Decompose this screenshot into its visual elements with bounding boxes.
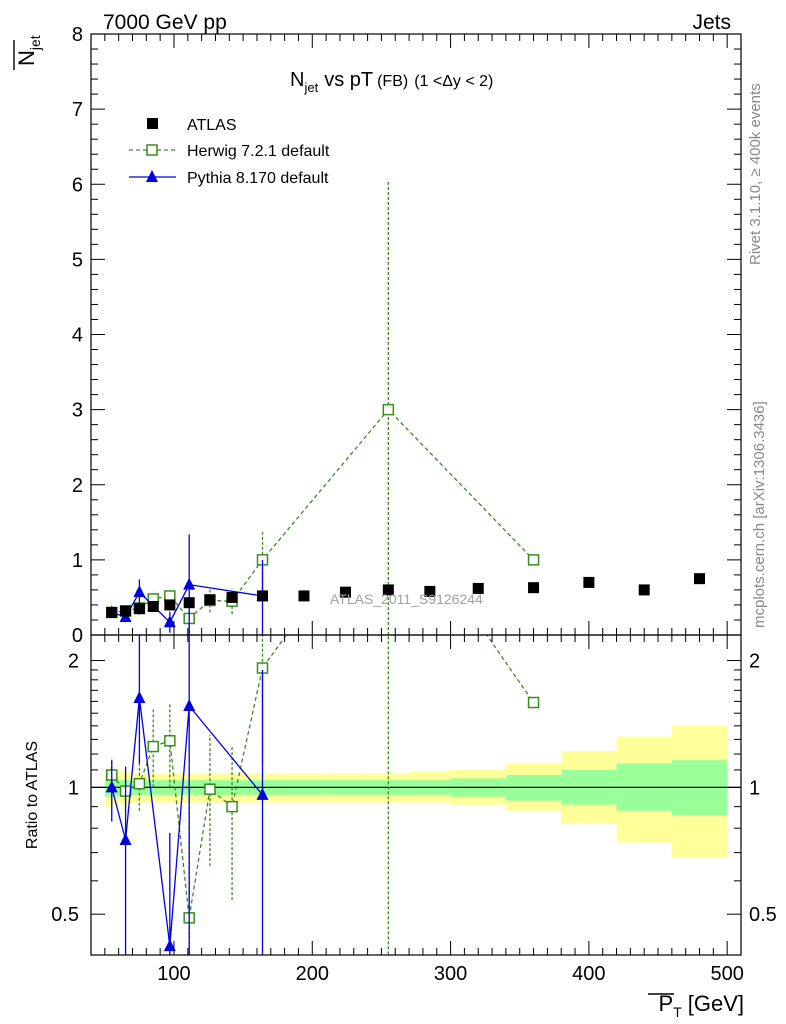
ratio-plot-area <box>91 635 741 955</box>
legend-label-pythia: Pythia 8.170 default <box>187 170 329 187</box>
legend-label-herwig: Herwig 7.2.1 default <box>187 143 330 160</box>
atlas-point <box>424 585 436 597</box>
atlas-point <box>298 590 310 602</box>
ratio-herwig-line <box>111 635 535 918</box>
ratio-herwig-point <box>527 696 540 709</box>
main-y-tick-label: 0 <box>72 625 83 647</box>
atlas-point <box>638 584 650 596</box>
ratio-pythia-line <box>111 697 263 947</box>
svg-text:PT[GeV]: PT [GeV] <box>659 991 745 1020</box>
ratio-y-tick-label-left: 1 <box>68 777 79 799</box>
ratio-y-axis: 0.5 0.5 1 1 2 2 <box>51 651 777 927</box>
pythia-point <box>183 577 196 590</box>
ratio-herwig-point <box>204 783 216 795</box>
x-tick-label: 200 <box>296 963 329 985</box>
analysis-watermark: ATLAS_2011_S9126244 <box>330 591 483 607</box>
legend-entry-herwig: Herwig 7.2.1 default <box>129 143 330 160</box>
main-y-tick-label: 4 <box>72 325 83 347</box>
title-tag: (FB) <box>377 73 408 90</box>
ratio-y-tick-label-right: 0.5 <box>749 904 777 926</box>
x-tick-label: 100 <box>157 963 190 985</box>
atlas-point <box>694 573 706 585</box>
pythia-point <box>163 615 176 628</box>
energy-label: 7000 GeV pp <box>103 11 227 34</box>
title-main-sub: jet <box>303 80 318 95</box>
main-plot-area <box>105 179 706 635</box>
atlas-point <box>106 606 118 618</box>
herwig-point <box>382 403 395 416</box>
legend: ATLAS Herwig 7.2.1 default Pythia 8.170 … <box>129 117 330 187</box>
ratio-pythia-point <box>256 787 269 800</box>
legend-marker-atlas <box>147 118 158 129</box>
ratio-y-tick-label-right: 2 <box>749 651 760 673</box>
main-y-axis: 0 1 2 3 4 5 6 7 8 <box>72 24 741 647</box>
chart-title: Njet vs pT (FB) (1 <Δy < 2) <box>290 69 493 95</box>
ratio-y-label: Ratio to ATLAS <box>24 741 41 849</box>
ratio-herwig-point <box>226 800 238 813</box>
x-tick-label: 300 <box>434 963 467 985</box>
title-range: (1 <Δy < 2) <box>414 73 493 90</box>
main-y-tick-label: 8 <box>72 24 83 46</box>
atlas-point <box>183 597 195 609</box>
main-y-tick-label: 3 <box>72 400 83 422</box>
ratio-y-tick-label-left: 2 <box>68 651 79 673</box>
ratio-pythia-point <box>163 939 176 952</box>
legend-label-atlas: ATLAS <box>187 117 237 134</box>
ratio-frame <box>90 634 742 956</box>
atlas-point <box>382 584 394 596</box>
main-y-tick-label: 6 <box>72 174 83 196</box>
atlas-point <box>133 603 145 615</box>
atlas-point <box>164 599 176 611</box>
ratio-pythia-point <box>105 780 118 793</box>
legend-marker-herwig <box>146 144 158 156</box>
ratio-herwig-point <box>147 740 159 753</box>
legend-entry-atlas: ATLAS <box>147 117 237 134</box>
atlas-point <box>339 586 351 598</box>
atlas-point <box>472 582 484 594</box>
atlas-point <box>147 600 159 612</box>
atlas-point <box>226 591 238 603</box>
ratio-herwig-point <box>133 778 146 790</box>
atlas-point <box>204 594 216 606</box>
atlas-point <box>583 576 595 588</box>
ratio-y-tick-label-right: 1 <box>749 777 760 799</box>
title-main: N <box>290 69 304 91</box>
title-vs: vs pT <box>324 69 373 91</box>
pythia-point <box>133 585 146 598</box>
main-y-tick-label: 2 <box>72 475 83 497</box>
ratio-herwig-point <box>164 735 176 747</box>
ratio-pythia-point <box>133 690 146 703</box>
atlas-point <box>528 582 540 594</box>
category-label: Jets <box>692 11 731 34</box>
x-label-unit: [GeV] <box>688 991 744 1016</box>
rivet-label: Rivet 3.1.10, ≥ 400k events <box>747 83 764 265</box>
ratio-pythia-point <box>183 699 196 712</box>
ratio-pythia-point <box>119 833 132 846</box>
x-axis-title: PT [GeV] <box>648 991 744 1020</box>
y-label-main: N <box>14 50 39 66</box>
legend-marker-pythia <box>146 170 158 182</box>
x-label-sub: T <box>673 1004 682 1020</box>
herwig-point <box>527 554 540 566</box>
atlas-point <box>256 590 268 602</box>
y-label-sub: jet <box>27 35 43 51</box>
main-y-tick-label: 7 <box>72 99 83 121</box>
atlas-point <box>120 605 132 617</box>
main-y-tick-label: 5 <box>72 249 83 271</box>
x-tick-label: 500 <box>710 963 743 985</box>
x-label-main: P <box>659 991 674 1016</box>
main-y-label: Njet <box>13 35 43 70</box>
ratio-y-tick-label-left: 0.5 <box>51 904 79 926</box>
herwig-point <box>164 590 176 602</box>
svg-text:Njet: Njet <box>14 35 43 66</box>
mcplots-label: mcplots.cern.ch [arXiv:1306.3436] <box>751 401 768 628</box>
main-y-tick-label: 1 <box>72 550 83 572</box>
x-axis: 100 200 300 400 500 <box>104 34 744 985</box>
x-tick-label: 400 <box>572 963 605 985</box>
herwig-line <box>111 408 535 620</box>
legend-entry-pythia: Pythia 8.170 default <box>129 170 329 187</box>
